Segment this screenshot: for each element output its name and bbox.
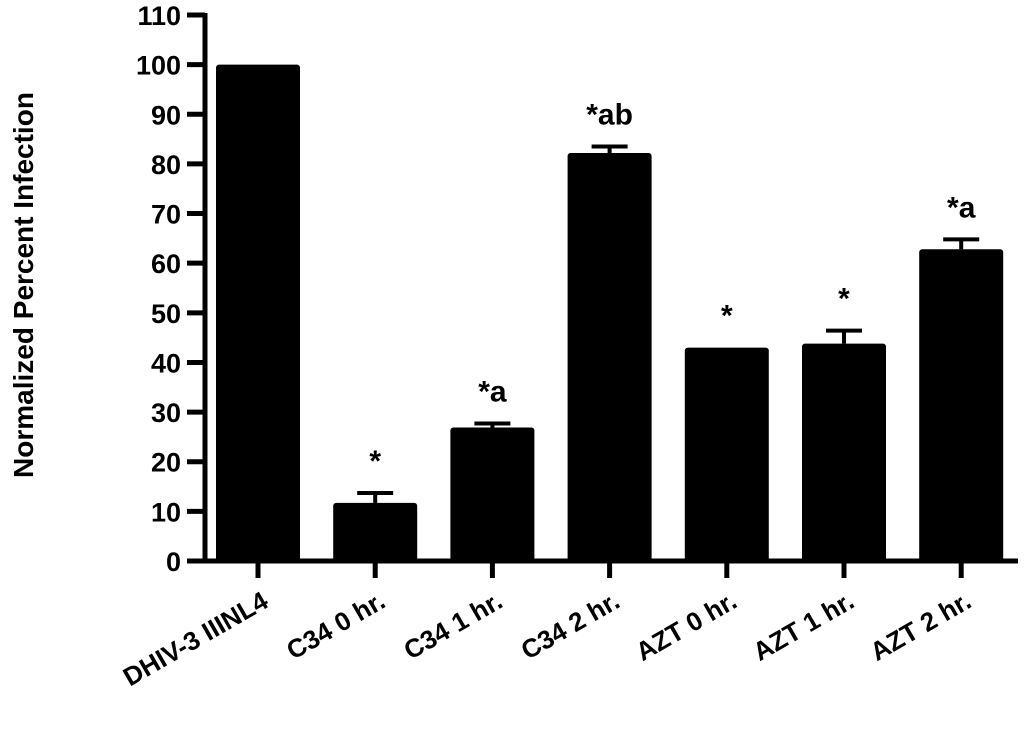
x-tick-label-5: AZT 1 hr. [748,585,859,667]
annotations-layer: * *a *ab * * *a [369,99,975,478]
annotation-4: * [721,300,733,333]
bar-0 [216,64,300,562]
x-tick-label-6: AZT 2 hr. [865,585,976,667]
x-tick-label-2: C34 1 hr. [399,585,508,665]
y-tick-label-0: 0 [166,547,181,577]
bar-4 [684,347,769,561]
annotation-5: * [838,283,850,316]
annotation-1: * [369,445,381,478]
y-tick-label-2: 20 [151,448,181,478]
bar-3 [567,152,652,562]
x-tick-label-3: C34 2 hr. [516,585,625,665]
error-bars-layer [357,144,980,503]
y-axis-title: Normalized Percent Infection [8,92,39,478]
y-tick-label-5: 50 [151,299,181,329]
y-tick-label-10: 100 [136,51,181,81]
annotation-6: *a [947,191,976,224]
bars-layer [216,64,1004,562]
y-tick-label-8: 80 [151,150,181,180]
bar-5 [802,343,886,561]
y-tick-label-11: 110 [137,1,181,31]
bar-2 [450,427,535,561]
y-tick-label-4: 40 [151,348,181,378]
y-tick-label-1: 10 [151,497,181,527]
y-tick-label-6: 60 [151,249,181,279]
y-tick-label-9: 90 [151,100,181,130]
x-tick-label-1: C34 0 hr. [281,585,390,665]
annotation-2: *a [478,376,507,409]
x-tick-label-4: AZT 0 hr. [630,585,741,667]
annotation-3: *ab [586,99,633,132]
bar-6 [919,249,1004,561]
bar-1 [333,502,418,561]
y-tick-label-3: 30 [151,398,181,428]
x-tick-label-0: DHIV-3 IIINL4 [118,585,274,692]
y-tick-label-7: 70 [151,200,181,230]
